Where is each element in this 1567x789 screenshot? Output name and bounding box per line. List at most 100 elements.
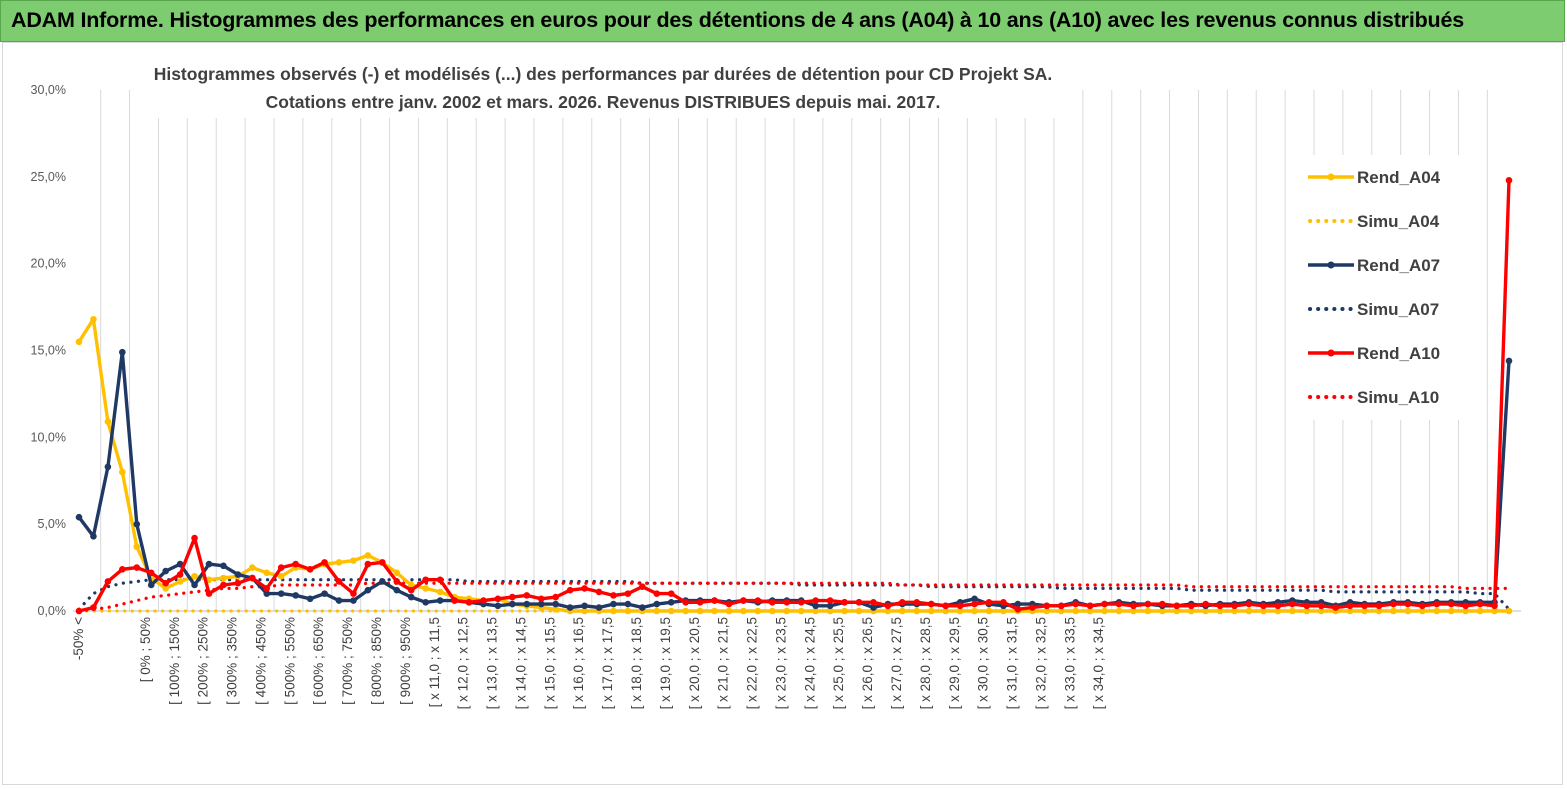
data-point: [119, 468, 126, 476]
data-point: [639, 583, 646, 590]
data-point: [350, 597, 357, 604]
data-point: [220, 581, 227, 589]
data-point: [75, 607, 83, 615]
data-point: [783, 607, 791, 615]
data-point: [249, 564, 256, 571]
data-point: [306, 566, 314, 573]
data-point: [364, 560, 372, 568]
x-tick-label: [ x 20,0 ; x 20,5: [687, 617, 702, 709]
data-point: [610, 592, 617, 599]
x-tick-label: [ 100% ; 150%: [167, 617, 182, 705]
legend-label-Simu_A07: Simu_A07: [1357, 300, 1439, 319]
data-point: [379, 578, 386, 585]
data-point: [162, 567, 169, 575]
data-point: [985, 607, 993, 615]
data-point: [1505, 357, 1513, 365]
data-point: [465, 599, 473, 606]
data-point: [509, 600, 516, 608]
data-point: [1086, 602, 1094, 610]
data-point: [364, 552, 372, 559]
data-point: [1231, 602, 1238, 610]
data-point: [667, 590, 675, 597]
data-point: [1375, 602, 1383, 610]
data-point: [841, 599, 848, 606]
data-point: [769, 607, 776, 615]
data-point: [277, 590, 285, 597]
data-point: [75, 513, 83, 521]
banner-title: ADAM Informe. Histogrammes des performan…: [11, 8, 1464, 32]
data-point: [841, 607, 848, 615]
data-point: [176, 571, 184, 578]
data-point: [234, 571, 242, 578]
data-point: [335, 597, 343, 604]
data-point: [783, 599, 791, 606]
x-axis: -50% < [ 0% ; 50% [ 100% ; 150% [ 200% ; 25…: [71, 617, 1106, 709]
data-point: [104, 578, 112, 585]
data-point: [1043, 607, 1051, 615]
data-point: [104, 418, 112, 426]
data-point: [1462, 607, 1469, 615]
data-point: [870, 604, 877, 611]
legend-label-Rend_A10: Rend_A10: [1357, 344, 1440, 363]
data-point: [797, 607, 805, 615]
data-point: [1346, 607, 1354, 615]
data-point: [566, 586, 574, 594]
data-point: [725, 600, 733, 608]
data-point: [1101, 600, 1108, 608]
data-point: [220, 562, 227, 570]
data-point: [1289, 607, 1296, 615]
x-tick-label: [ x 29,0 ; x 29,5: [947, 617, 962, 709]
data-point: [364, 586, 372, 594]
data-point: [494, 595, 502, 603]
y-tick-label: 20,0%: [31, 257, 66, 271]
data-point: [422, 599, 429, 606]
data-point: [1130, 602, 1137, 610]
data-point: [104, 463, 112, 471]
data-point: [1245, 607, 1253, 615]
x-tick-label: [ x 11,0 ; x 11,5: [427, 617, 442, 707]
legend-label-Rend_A07: Rend_A07: [1357, 256, 1440, 275]
data-point: [176, 578, 184, 585]
data-point: [812, 607, 819, 615]
data-point: [1187, 607, 1195, 615]
data-point: [826, 607, 834, 615]
data-point: [754, 597, 762, 604]
data-point: [971, 607, 978, 615]
data-point: [1057, 602, 1065, 610]
x-tick-label: [ 0% ; 50%: [138, 617, 153, 682]
data-point: [1361, 607, 1368, 615]
data-point: [1231, 607, 1238, 615]
series-Simu_A10: [77, 581, 1511, 613]
x-tick-label: [ 700% ; 750%: [340, 617, 355, 705]
data-point: [1447, 607, 1455, 615]
data-point: [899, 607, 906, 615]
legend-marker-Rend_A04: [1327, 173, 1335, 181]
data-point: [393, 569, 401, 577]
data-point: [1115, 607, 1123, 615]
data-point: [523, 592, 531, 599]
data-point: [1390, 607, 1397, 615]
data-point: [942, 607, 949, 615]
data-point: [306, 595, 314, 603]
data-point: [624, 607, 632, 615]
data-point: [407, 581, 415, 589]
data-point: [913, 599, 921, 606]
series-lines: [75, 177, 1513, 615]
x-tick-label: [ 400% ; 450%: [253, 617, 268, 705]
data-point: [191, 581, 198, 589]
x-tick-label: [ x 22,0 ; x 22,5: [745, 617, 760, 709]
data-point: [1130, 607, 1137, 615]
data-point: [133, 520, 141, 528]
data-point: [537, 600, 545, 608]
y-tick-label: 15,0%: [31, 344, 66, 358]
data-point: [350, 590, 357, 597]
legend-marker-Rend_A07: [1327, 261, 1335, 269]
data-point: [870, 599, 877, 606]
x-tick-label: [ x 33,0 ; x 33,5: [1062, 617, 1077, 709]
x-tick-label: [ x 32,0 ; x 32,5: [1033, 617, 1048, 709]
data-point: [1491, 602, 1498, 610]
data-point: [119, 566, 126, 573]
data-point: [812, 602, 819, 610]
data-point: [393, 586, 401, 594]
data-point: [1505, 177, 1513, 184]
